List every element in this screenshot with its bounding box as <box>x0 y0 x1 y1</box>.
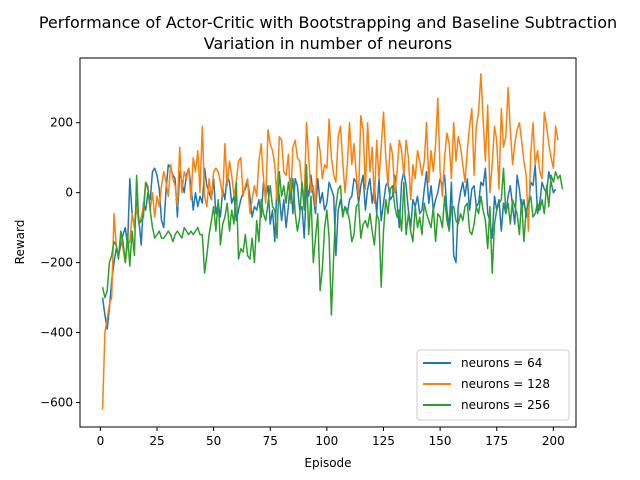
legend-label-2: neurons = 128 <box>461 377 550 391</box>
x-tick-label: 125 <box>372 434 395 448</box>
legend-box <box>416 349 570 421</box>
x-tick-label: 200 <box>542 434 565 448</box>
chart-title: Performance of Actor-Critic with Bootstr… <box>39 13 617 32</box>
series-layer <box>101 72 564 410</box>
y-axis-ticks: −600 −400 −200 0 200 <box>40 116 80 410</box>
x-tick-label: 25 <box>149 434 164 448</box>
x-tick-label: 50 <box>206 434 221 448</box>
series-line-2 <box>101 72 559 410</box>
series-line-3 <box>101 163 564 316</box>
x-axis-ticks: 0 25 50 75 100 125 150 175 200 <box>97 427 565 448</box>
y-axis-label: Reward <box>13 220 27 265</box>
legend-label-3: neurons = 256 <box>461 398 550 412</box>
legend: neurons = 64 neurons = 128 neurons = 256 <box>416 349 570 421</box>
x-tick-label: 100 <box>315 434 338 448</box>
y-tick-label: −600 <box>40 396 73 410</box>
x-tick-label: 0 <box>97 434 105 448</box>
y-tick-label: −400 <box>40 326 73 340</box>
x-axis-label: Episode <box>304 456 351 470</box>
x-tick-label: 175 <box>485 434 508 448</box>
y-tick-label: −200 <box>40 256 73 270</box>
x-tick-label: 150 <box>429 434 452 448</box>
plot-frame <box>79 57 577 428</box>
x-tick-label: 75 <box>263 434 278 448</box>
chart-subtitle: Variation in number of neurons <box>204 34 452 53</box>
legend-items: neurons = 64 neurons = 128 neurons = 256 <box>423 356 550 412</box>
legend-label-1: neurons = 64 <box>461 356 542 370</box>
y-tick-label: 0 <box>65 186 73 200</box>
y-tick-label: 200 <box>50 116 73 130</box>
